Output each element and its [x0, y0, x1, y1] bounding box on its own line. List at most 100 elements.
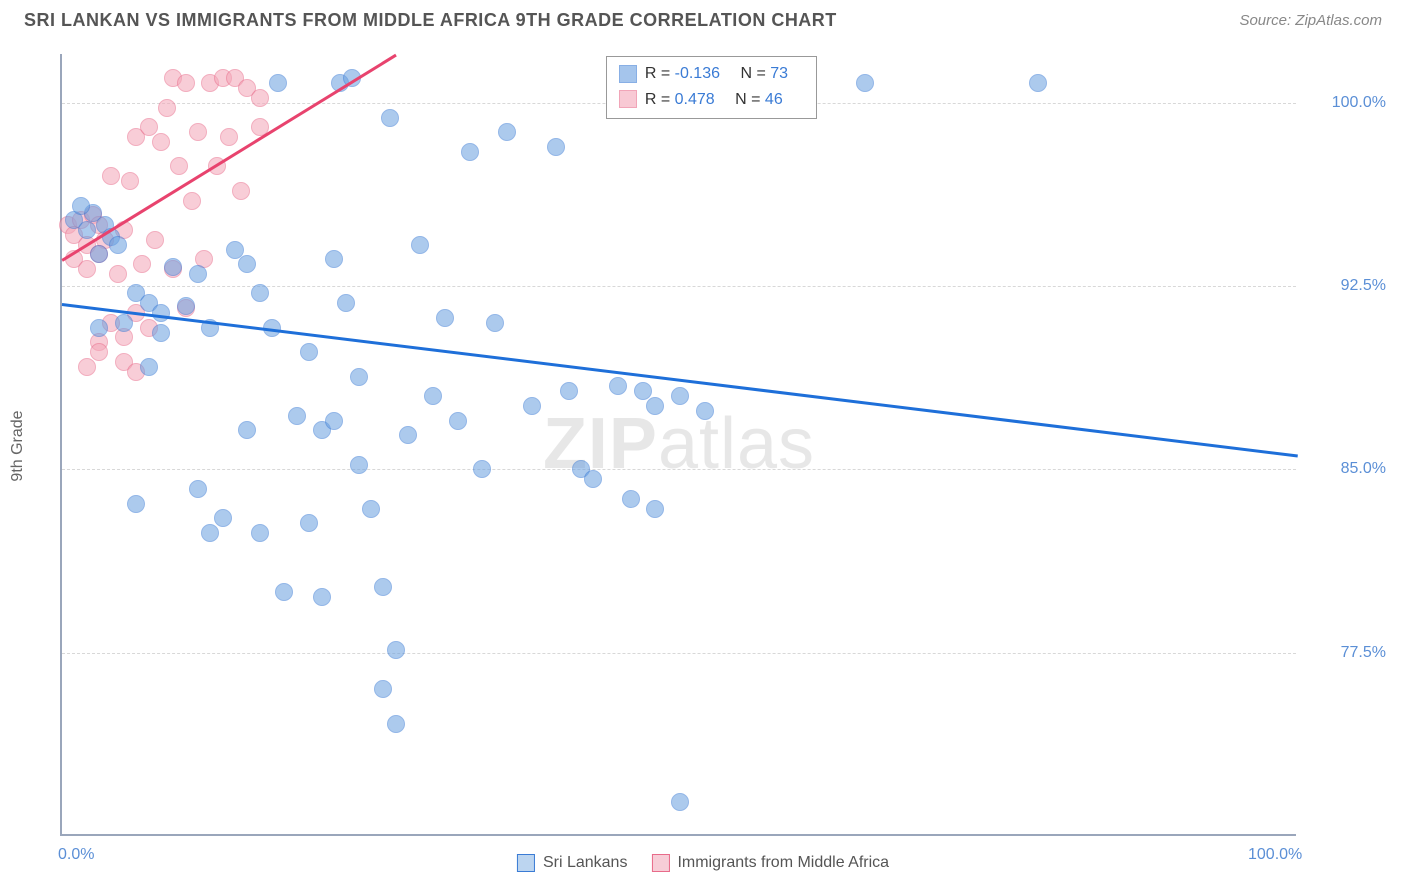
- scatter-point: [646, 397, 664, 415]
- y-tick-label: 77.5%: [1306, 644, 1386, 662]
- scatter-point: [183, 192, 201, 210]
- scatter-point: [622, 490, 640, 508]
- scatter-point: [288, 407, 306, 425]
- scatter-point: [158, 99, 176, 117]
- scatter-point: [177, 74, 195, 92]
- scatter-point: [696, 402, 714, 420]
- source-label: Source: ZipAtlas.com: [1239, 12, 1382, 29]
- legend-stats-row: R = -0.136 N = 73: [619, 61, 804, 87]
- gridline: [62, 653, 1296, 654]
- scatter-point: [523, 397, 541, 415]
- scatter-point: [232, 182, 250, 200]
- legend-label: Sri Lankans: [543, 854, 628, 872]
- legend-stats-row: R = 0.478 N = 46: [619, 87, 804, 113]
- scatter-point: [189, 480, 207, 498]
- scatter-point: [146, 231, 164, 249]
- scatter-point: [374, 680, 392, 698]
- scatter-point: [381, 109, 399, 127]
- scatter-point: [140, 358, 158, 376]
- gridline: [62, 469, 1296, 470]
- scatter-point: [856, 74, 874, 92]
- legend-stats-box: R = -0.136 N = 73R = 0.478 N = 46: [606, 56, 817, 119]
- scatter-point: [238, 255, 256, 273]
- scatter-point: [337, 294, 355, 312]
- scatter-point: [671, 387, 689, 405]
- scatter-point: [251, 89, 269, 107]
- legend-label: Immigrants from Middle Africa: [677, 854, 889, 872]
- legend-item: Immigrants from Middle Africa: [651, 854, 889, 872]
- legend-stats-text: R = -0.136 N = 73: [645, 61, 804, 87]
- y-tick-label: 85.0%: [1306, 460, 1386, 478]
- scatter-point: [325, 412, 343, 430]
- legend-stats-text: R = 0.478 N = 46: [645, 87, 799, 113]
- scatter-point: [325, 250, 343, 268]
- scatter-point: [189, 265, 207, 283]
- gridline: [62, 286, 1296, 287]
- scatter-point: [646, 500, 664, 518]
- scatter-point: [90, 343, 108, 361]
- legend-swatch: [517, 854, 535, 872]
- scatter-point: [560, 382, 578, 400]
- scatter-point: [152, 133, 170, 151]
- scatter-point: [127, 495, 145, 513]
- scatter-point: [115, 314, 133, 332]
- scatter-point: [214, 509, 232, 527]
- scatter-point: [121, 172, 139, 190]
- scatter-point: [547, 138, 565, 156]
- scatter-point: [78, 221, 96, 239]
- scatter-point: [78, 260, 96, 278]
- legend-item: Sri Lankans: [517, 854, 628, 872]
- scatter-point: [300, 514, 318, 532]
- scatter-point: [109, 265, 127, 283]
- scatter-point: [251, 524, 269, 542]
- legend-swatch: [619, 65, 637, 83]
- chart-title: SRI LANKAN VS IMMIGRANTS FROM MIDDLE AFR…: [24, 10, 837, 31]
- legend-swatch: [619, 90, 637, 108]
- scatter-point: [449, 412, 467, 430]
- scatter-point: [424, 387, 442, 405]
- scatter-point: [90, 245, 108, 263]
- scatter-point: [275, 583, 293, 601]
- scatter-point: [78, 358, 96, 376]
- scatter-point: [238, 421, 256, 439]
- x-tick-label: 0.0%: [58, 846, 94, 864]
- scatter-point: [387, 715, 405, 733]
- scatter-chart: ZIPatlas 77.5%85.0%92.5%100.0%0.0%100.0%…: [60, 54, 1296, 836]
- scatter-point: [90, 319, 108, 337]
- y-tick-label: 100.0%: [1306, 94, 1386, 112]
- scatter-point: [109, 236, 127, 254]
- y-tick-label: 92.5%: [1306, 277, 1386, 295]
- scatter-point: [201, 524, 219, 542]
- legend-bottom: Sri Lankans Immigrants from Middle Africa: [517, 854, 889, 872]
- scatter-point: [374, 578, 392, 596]
- scatter-point: [584, 470, 602, 488]
- x-tick-label: 100.0%: [1248, 846, 1302, 864]
- scatter-point: [350, 368, 368, 386]
- scatter-point: [387, 641, 405, 659]
- scatter-point: [473, 460, 491, 478]
- scatter-point: [1029, 74, 1047, 92]
- scatter-point: [300, 343, 318, 361]
- legend-swatch: [651, 854, 669, 872]
- scatter-point: [609, 377, 627, 395]
- scatter-point: [133, 255, 151, 273]
- scatter-point: [102, 167, 120, 185]
- scatter-point: [411, 236, 429, 254]
- scatter-point: [220, 128, 238, 146]
- scatter-point: [436, 309, 454, 327]
- scatter-point: [269, 74, 287, 92]
- scatter-point: [251, 284, 269, 302]
- scatter-point: [671, 793, 689, 811]
- scatter-point: [313, 588, 331, 606]
- scatter-point: [498, 123, 516, 141]
- scatter-point: [399, 426, 417, 444]
- y-axis-label: 9th Grade: [9, 410, 27, 481]
- scatter-point: [189, 123, 207, 141]
- scatter-point: [72, 197, 90, 215]
- scatter-point: [486, 314, 504, 332]
- scatter-point: [362, 500, 380, 518]
- scatter-point: [177, 297, 195, 315]
- scatter-point: [461, 143, 479, 161]
- scatter-point: [152, 324, 170, 342]
- scatter-point: [350, 456, 368, 474]
